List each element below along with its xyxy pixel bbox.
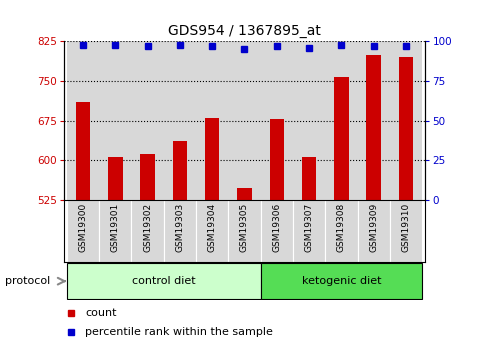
Text: GSM19306: GSM19306 (272, 203, 281, 253)
Bar (260, 263, 421, 299)
Bar (204, 118, 219, 200)
Bar (292, 41, 325, 200)
Text: GSM19303: GSM19303 (175, 203, 184, 253)
Text: ketogenic diet: ketogenic diet (301, 276, 381, 286)
Bar (99, 200, 131, 262)
Text: GSM19307: GSM19307 (304, 203, 313, 253)
Bar (325, 200, 357, 262)
Bar (196, 41, 228, 200)
Bar (99, 41, 131, 200)
Bar (389, 200, 421, 262)
Bar (163, 200, 196, 262)
Bar (228, 41, 260, 200)
Title: GDS954 / 1367895_at: GDS954 / 1367895_at (168, 23, 320, 38)
Text: GSM19302: GSM19302 (143, 203, 152, 252)
Bar (398, 57, 412, 200)
Bar (389, 41, 421, 200)
Text: GSM19305: GSM19305 (240, 203, 248, 253)
Bar (163, 41, 196, 200)
Text: GSM19301: GSM19301 (111, 203, 120, 253)
Bar (228, 200, 260, 262)
Text: percentile rank within the sample: percentile rank within the sample (85, 327, 273, 337)
Bar (140, 154, 155, 200)
Bar (108, 157, 122, 200)
Bar (357, 41, 389, 200)
Text: GSM19300: GSM19300 (78, 203, 87, 253)
Text: GSM19308: GSM19308 (336, 203, 345, 253)
Bar (260, 41, 292, 200)
Bar (301, 157, 316, 200)
Bar (237, 188, 251, 200)
Bar (196, 200, 228, 262)
Bar (325, 41, 357, 200)
Bar (67, 200, 99, 262)
Bar (76, 102, 90, 200)
Text: protocol: protocol (5, 276, 50, 286)
Text: count: count (85, 308, 117, 318)
Bar (292, 200, 325, 262)
Bar (269, 119, 284, 200)
Bar (333, 77, 348, 200)
Bar (366, 55, 380, 200)
Text: GSM19310: GSM19310 (401, 203, 410, 253)
Bar (260, 200, 292, 262)
Bar (172, 141, 187, 200)
Text: GSM19309: GSM19309 (368, 203, 377, 253)
Text: control diet: control diet (132, 276, 195, 286)
Bar (67, 263, 260, 299)
Text: GSM19304: GSM19304 (207, 203, 216, 252)
Bar (131, 41, 163, 200)
Bar (131, 200, 163, 262)
Bar (357, 200, 389, 262)
Bar (67, 41, 99, 200)
